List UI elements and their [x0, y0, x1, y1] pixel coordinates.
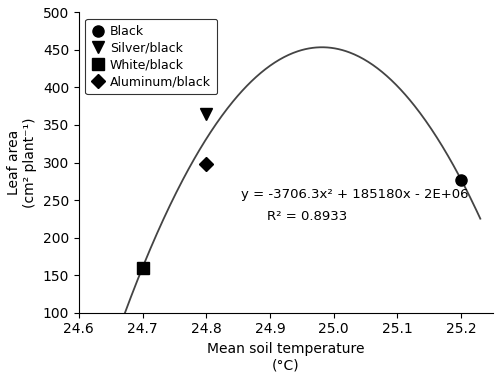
X-axis label: Mean soil temperature
(°C): Mean soil temperature (°C)	[207, 342, 364, 372]
Text: R² = 0.8933: R² = 0.8933	[267, 210, 347, 223]
Text: y = -3706.3x² + 185180x - 2E+06: y = -3706.3x² + 185180x - 2E+06	[242, 188, 469, 200]
Y-axis label: Leaf area
(cm² plant⁻¹): Leaf area (cm² plant⁻¹)	[7, 117, 37, 208]
Legend: Black, Silver/black, White/black, Aluminum/black: Black, Silver/black, White/black, Alumin…	[85, 19, 218, 94]
